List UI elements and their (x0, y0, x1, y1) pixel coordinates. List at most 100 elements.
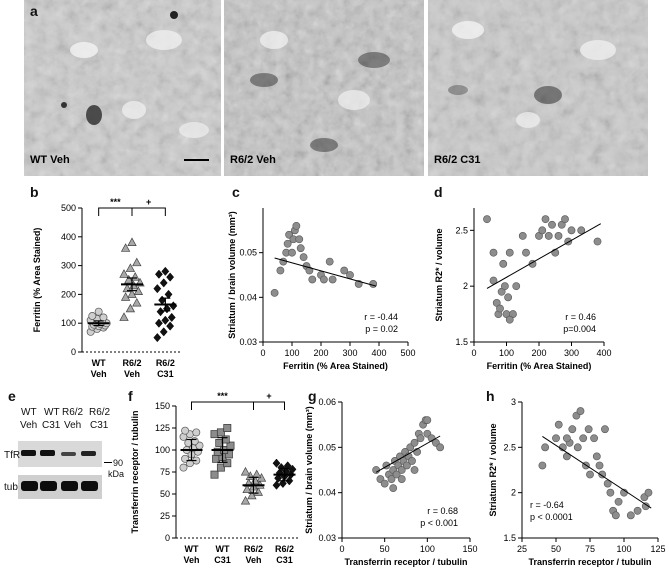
category-label: R6/2 (275, 544, 294, 554)
data-point (504, 293, 513, 302)
data-point (272, 480, 281, 490)
y-tick-label: 25 (160, 511, 170, 521)
y-tick-label: 0.06 (318, 397, 336, 407)
x-tick-label: 0 (339, 544, 344, 554)
data-point (210, 470, 219, 479)
y-tick-label: 0.03 (318, 533, 336, 543)
micrograph-label: R6/2 Veh (230, 154, 276, 166)
x-tick-label: 200 (313, 348, 328, 358)
data-point (299, 253, 308, 262)
y-axis-label: Transferrin receptor / tubulin (130, 410, 140, 533)
regression-line (375, 435, 441, 473)
data-point (633, 506, 642, 515)
data-point (288, 464, 297, 474)
data-point (153, 333, 162, 343)
data-point (124, 274, 134, 284)
y-tick-label: 3 (511, 397, 516, 407)
y-tick-label: 0 (165, 533, 170, 543)
data-point (288, 248, 296, 257)
significance-label: + (146, 197, 151, 207)
data-point (423, 416, 432, 425)
data-point (132, 297, 142, 307)
data-point (99, 313, 108, 322)
x-tick-label: 100 (499, 348, 514, 358)
data-point (505, 315, 514, 324)
significance-bracket (191, 401, 254, 410)
regression-line (542, 436, 652, 509)
y-tick-label: 100 (155, 445, 170, 455)
panel-label-a: a (30, 3, 38, 19)
data-point (410, 466, 419, 474)
category-label: WT (216, 544, 230, 554)
category-label: R6/2 (156, 358, 175, 368)
data-point (277, 463, 286, 473)
data-point (340, 266, 349, 275)
data-point (522, 248, 530, 257)
blot-group-label: C31 (90, 420, 109, 431)
data-point (436, 443, 445, 452)
blot-group-label: Veh (64, 420, 82, 431)
data-point (505, 248, 514, 257)
blot-group-label: Veh (20, 420, 38, 431)
data-point (577, 226, 586, 235)
data-point (179, 463, 188, 472)
micrograph-label: R6/2 C31 (434, 154, 481, 166)
data-point (397, 475, 406, 483)
x-axis-label: Transferrin receptor / tubulin (528, 557, 651, 567)
blot-group-label: WT (21, 407, 37, 418)
data-point (397, 466, 406, 474)
data-point (270, 288, 279, 297)
data-point (161, 315, 170, 325)
blot-marker-unit: kDa (108, 469, 125, 479)
data-point (538, 461, 547, 470)
data-point (308, 275, 317, 284)
data-point (593, 237, 602, 246)
data-point (592, 452, 601, 461)
y-axis-label: Ferritin (% Area Stained) (32, 228, 42, 333)
y-axis-label: Striatum R2* / volume (434, 228, 444, 321)
data-point (94, 307, 103, 316)
y-tick-label: 0.05 (318, 442, 336, 452)
micrograph-image (224, 0, 424, 176)
y-tick-label: 0.05 (239, 248, 257, 258)
panel-label-c: c (232, 184, 240, 200)
data-point (561, 215, 569, 224)
panel-label-f: f (128, 388, 133, 404)
y-axis-label: Striatum / brain volume (mm³) (304, 406, 314, 534)
data-point (125, 303, 136, 313)
y-tick-label: 400 (61, 232, 76, 242)
data-point (518, 232, 527, 240)
y-tick-label: 0.04 (239, 292, 257, 302)
data-point (541, 215, 550, 224)
data-point (242, 484, 252, 494)
data-point (127, 289, 137, 298)
y-tick-label: 1.5 (455, 337, 468, 347)
x-axis-label: Ferritin (% Area Stained) (283, 361, 388, 371)
correlation-r: r = -0.44 (364, 312, 398, 322)
data-point (166, 272, 175, 282)
data-point (283, 239, 292, 248)
regression-line (486, 223, 601, 289)
data-point (626, 511, 635, 520)
panel-label-h: h (486, 388, 495, 404)
data-point (184, 439, 193, 447)
panel-label-e: e (8, 388, 16, 404)
data-point (346, 271, 354, 279)
x-tick-label: 0 (260, 348, 265, 358)
chart-tfr-groups: 0255075100125150WTVehWTC31R6/2VehR6/2C31… (130, 391, 300, 565)
x-tick-label: 0 (471, 348, 476, 358)
data-point (402, 461, 411, 470)
data-point (216, 428, 225, 437)
category-label: R6/2 (122, 358, 141, 368)
data-point (159, 327, 168, 337)
blot-group-label: R6/2 (89, 407, 111, 418)
x-tick-label: 500 (400, 348, 415, 358)
data-point (541, 443, 550, 452)
data-point (252, 469, 262, 479)
data-point (223, 424, 232, 432)
x-tick-label: 75 (585, 544, 595, 554)
data-point (586, 470, 594, 479)
data-point (544, 232, 553, 240)
data-point (614, 497, 623, 506)
data-point (372, 466, 381, 474)
